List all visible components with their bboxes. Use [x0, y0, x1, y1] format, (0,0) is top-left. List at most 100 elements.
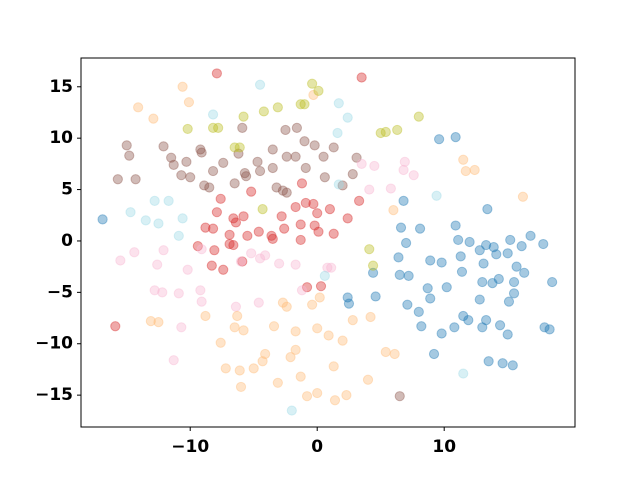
scatter-point [300, 162, 311, 174]
scatter-point [295, 371, 306, 382]
scatter-point [488, 242, 499, 253]
scatter-point [380, 126, 391, 138]
scatter-point [312, 323, 323, 334]
scatter-point [266, 230, 277, 241]
scatter-point [502, 329, 513, 340]
scatter-point [166, 152, 177, 163]
scatter-point [453, 234, 464, 246]
scatter-point [272, 377, 283, 388]
y-tick-label: −5 [47, 282, 73, 302]
scatter-point [507, 360, 518, 371]
scatter-point [199, 180, 210, 191]
scatter-point [463, 315, 474, 326]
scatter-point [238, 111, 249, 122]
scatter-point [326, 262, 337, 273]
scatter-point [455, 251, 466, 262]
scatter-point [280, 124, 291, 136]
scatter-point [481, 239, 492, 251]
scatter-point [182, 264, 193, 275]
scatter-point [328, 142, 339, 153]
scatter-point [431, 190, 442, 201]
scatter-point [328, 228, 339, 239]
y-tick-label: 5 [61, 180, 73, 200]
scatter-point [158, 245, 169, 256]
scatter-point [347, 169, 358, 180]
scatter-point [228, 239, 239, 251]
scatter-point [477, 276, 488, 288]
scatter-point [248, 363, 259, 374]
scatter-point [369, 160, 380, 172]
scatter-point [254, 253, 266, 264]
scatter-point [130, 174, 141, 185]
scatter-point [441, 282, 452, 293]
scatter-point [176, 322, 187, 333]
scatter-point [168, 355, 179, 366]
scatter-point [464, 236, 475, 248]
scatter-point [342, 292, 353, 303]
scatter-point [290, 344, 301, 356]
scatter-point [290, 151, 301, 162]
scatter-point [252, 156, 263, 167]
scatter-point [365, 311, 376, 323]
scatter-point [333, 179, 344, 190]
scatter-point [436, 328, 447, 339]
scatter-point [367, 260, 379, 271]
scatter-point [308, 89, 319, 101]
scatter-point [224, 229, 235, 240]
scatter-point [238, 211, 249, 222]
scatter-point [408, 170, 419, 181]
scatter-point [158, 141, 169, 152]
scatter-point [525, 230, 536, 241]
scatter-point [519, 267, 530, 278]
scatter-point [398, 164, 409, 176]
scatter-point [505, 234, 516, 246]
scatter-point [242, 230, 253, 241]
scatter-point [145, 316, 156, 327]
scatter-point [200, 310, 211, 322]
scatter-point [428, 348, 440, 360]
scatter-point [538, 238, 549, 250]
scatter-point [149, 195, 160, 206]
scatter-point [341, 390, 352, 401]
scatter-point [232, 310, 243, 322]
scatter-point [458, 154, 469, 165]
scatter-point [182, 123, 193, 135]
scatter-point [434, 134, 445, 145]
scatter-point [380, 346, 391, 358]
scatter-point [354, 195, 365, 206]
scatter-point [228, 213, 239, 224]
scatter-point [322, 262, 333, 273]
scatter-point [312, 208, 323, 219]
scatter-point [183, 97, 195, 108]
scatter-point [235, 256, 247, 267]
scatter-point [211, 68, 222, 79]
x-tick-label: −10 [171, 437, 209, 457]
scatter-point [394, 269, 405, 280]
scatter-point [362, 374, 374, 385]
scatter-point [508, 288, 520, 299]
scatter-point [375, 127, 386, 139]
scatter-point [209, 245, 220, 256]
scatter-point [240, 171, 252, 182]
scatter-point [460, 165, 471, 177]
scatter-point [425, 293, 436, 304]
scatter-point [238, 325, 249, 336]
scatter-point [337, 335, 348, 346]
y-tick-label: −15 [35, 385, 73, 405]
scatter-point [544, 324, 555, 335]
scatter-point [309, 220, 320, 231]
scatter-point [200, 222, 211, 233]
scatter-point [367, 267, 379, 278]
scatter-point [204, 182, 215, 193]
scatter-point [318, 151, 329, 162]
scatter-point [300, 197, 311, 209]
scatter-point [478, 258, 489, 269]
scatter-point [192, 240, 203, 252]
scatter-point [450, 220, 461, 231]
scatter-point [491, 249, 502, 260]
scatter-point [258, 106, 269, 117]
scatter-point [332, 127, 343, 139]
scatter-point [267, 162, 278, 174]
scatter-point [268, 321, 280, 332]
scatter-point [196, 147, 207, 158]
